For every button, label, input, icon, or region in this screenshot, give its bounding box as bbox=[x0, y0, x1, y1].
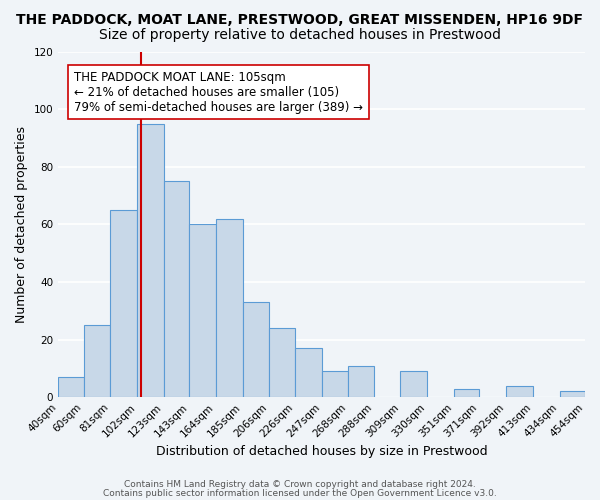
Text: THE PADDOCK MOAT LANE: 105sqm
← 21% of detached houses are smaller (105)
79% of : THE PADDOCK MOAT LANE: 105sqm ← 21% of d… bbox=[74, 70, 363, 114]
Bar bbox=[506, 386, 533, 397]
Bar bbox=[164, 181, 189, 397]
Bar bbox=[295, 348, 322, 397]
Bar bbox=[137, 124, 164, 397]
Text: THE PADDOCK, MOAT LANE, PRESTWOOD, GREAT MISSENDEN, HP16 9DF: THE PADDOCK, MOAT LANE, PRESTWOOD, GREAT… bbox=[17, 12, 583, 26]
Bar bbox=[322, 372, 349, 397]
Text: Contains HM Land Registry data © Crown copyright and database right 2024.: Contains HM Land Registry data © Crown c… bbox=[124, 480, 476, 489]
Bar bbox=[454, 388, 479, 397]
Text: Size of property relative to detached houses in Prestwood: Size of property relative to detached ho… bbox=[99, 28, 501, 42]
Y-axis label: Number of detached properties: Number of detached properties bbox=[15, 126, 28, 323]
Bar bbox=[83, 325, 110, 397]
Bar bbox=[560, 392, 585, 397]
Bar bbox=[242, 302, 269, 397]
Bar bbox=[189, 224, 216, 397]
Bar bbox=[349, 366, 374, 397]
Bar bbox=[110, 210, 137, 397]
Bar bbox=[58, 377, 83, 397]
Text: Contains public sector information licensed under the Open Government Licence v3: Contains public sector information licen… bbox=[103, 488, 497, 498]
Bar bbox=[400, 372, 427, 397]
Bar bbox=[269, 328, 295, 397]
X-axis label: Distribution of detached houses by size in Prestwood: Distribution of detached houses by size … bbox=[156, 444, 487, 458]
Bar bbox=[216, 218, 242, 397]
